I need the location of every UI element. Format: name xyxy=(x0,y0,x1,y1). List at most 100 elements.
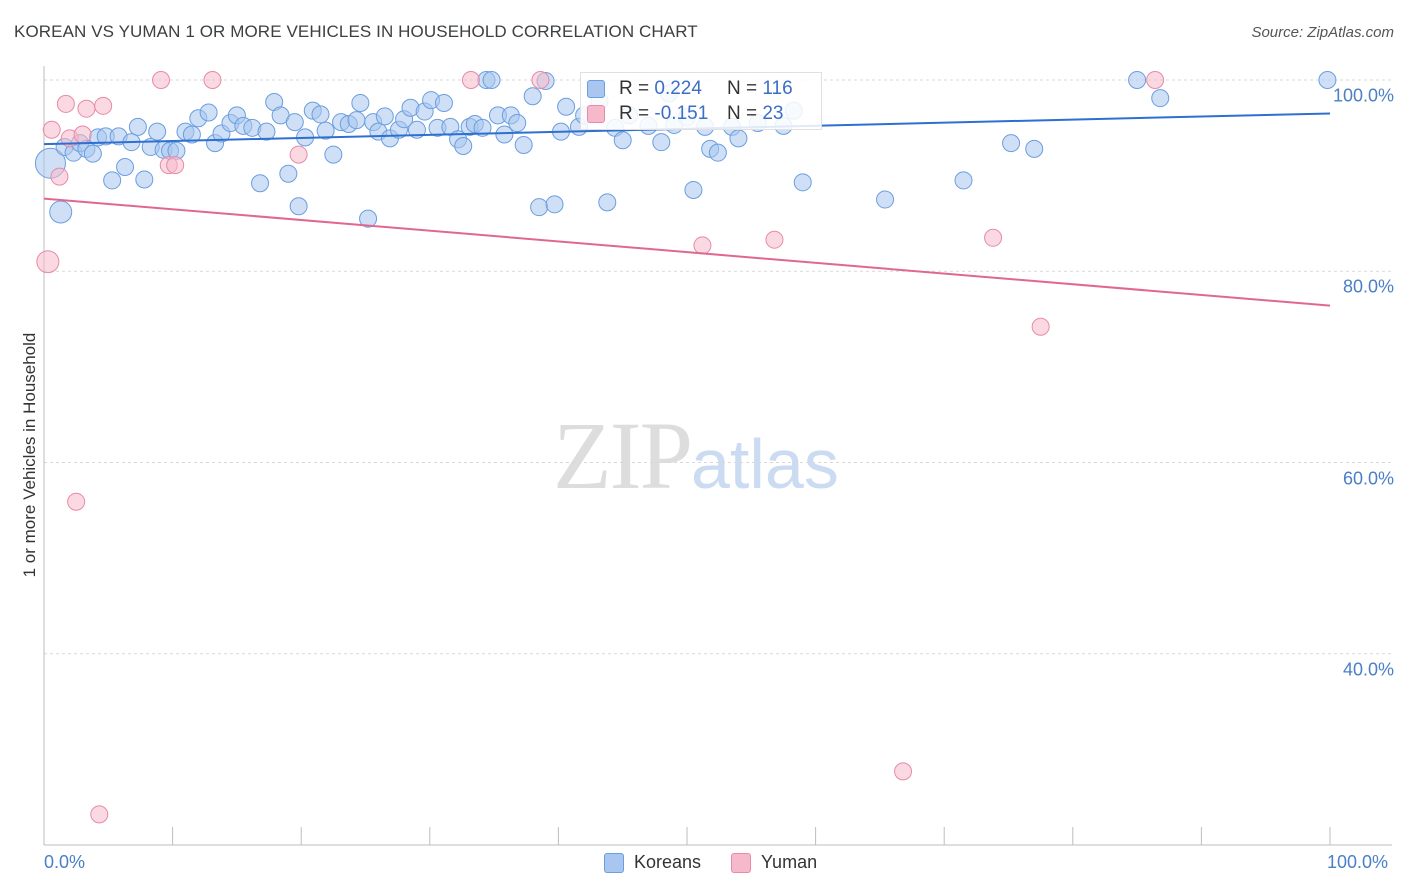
yuman-point xyxy=(289,145,308,164)
korean-point xyxy=(1128,71,1147,89)
y-tick-label: 100.0% xyxy=(1332,85,1394,106)
y-axis-label: 1 or more Vehicles in Household xyxy=(20,332,39,578)
yuman-point xyxy=(765,230,784,249)
y-tick-label: 40.0% xyxy=(1342,659,1394,680)
korean-point xyxy=(128,117,147,136)
korean-point xyxy=(954,171,973,190)
series-legend: Koreans Yuman xyxy=(604,852,847,873)
legend-item-yuman: Yuman xyxy=(731,852,817,873)
yuman-point xyxy=(56,94,75,113)
korean-point xyxy=(652,133,671,152)
watermark-zip: ZIP xyxy=(553,402,693,509)
yuman-point xyxy=(166,156,185,175)
korean-point xyxy=(514,136,533,155)
korean-point xyxy=(148,122,167,141)
legend-r-value: -0.151 xyxy=(654,103,709,124)
korean-point xyxy=(613,131,632,150)
korean-point xyxy=(375,107,394,126)
yuman-point xyxy=(90,805,109,824)
x-tick-label-max: 100.0% xyxy=(1327,852,1389,872)
legend-swatch-yuman xyxy=(587,105,605,123)
korean-point xyxy=(103,171,122,190)
x-tick-label-min: 0.0% xyxy=(44,852,86,872)
korean-point xyxy=(1151,89,1170,108)
yuman-point xyxy=(42,120,61,139)
chart-title: KOREAN VS YUMAN 1 OR MORE VEHICLES IN HO… xyxy=(14,22,698,41)
korean-point xyxy=(1002,134,1021,153)
korean-point xyxy=(708,143,727,162)
yuman-trend-line xyxy=(43,197,1331,307)
korean-point xyxy=(407,120,426,139)
yuman-point xyxy=(1146,71,1165,89)
legend-n-label: N = xyxy=(726,103,758,124)
korean-point xyxy=(495,125,514,144)
yuman-point xyxy=(1031,317,1050,336)
korean-point xyxy=(482,71,501,89)
korean-point xyxy=(473,118,492,137)
legend-r-label: R = xyxy=(619,78,650,99)
korean-point xyxy=(876,190,895,209)
legend-n-value: 116 xyxy=(762,78,793,99)
yuman-point xyxy=(67,492,86,511)
korean-point xyxy=(316,121,335,140)
yuman-point xyxy=(77,99,96,118)
yuman-point xyxy=(203,71,222,89)
korean-point xyxy=(508,114,527,133)
stats-legend: R = 0.224 N = 116 R = -0.151 N = 23 xyxy=(580,72,822,130)
legend-swatch-yuman xyxy=(731,852,752,873)
korean-point xyxy=(135,170,154,189)
korean-point xyxy=(279,164,298,183)
korean-point xyxy=(351,93,370,112)
legend-item-koreans: Koreans xyxy=(604,852,701,873)
korean-point xyxy=(729,129,748,148)
yuman-point xyxy=(36,250,60,274)
legend-n-value: 23 xyxy=(762,103,784,124)
axes xyxy=(43,66,1392,846)
legend-n-label: N = xyxy=(726,78,758,99)
korean-point xyxy=(1318,71,1337,89)
korean-point xyxy=(49,200,73,224)
korean-point xyxy=(684,180,703,199)
yuman-point xyxy=(73,125,92,144)
korean-point xyxy=(251,174,270,193)
korean-point xyxy=(182,125,201,144)
korean-point xyxy=(83,144,102,163)
yuman-point xyxy=(94,96,113,115)
korean-point xyxy=(523,87,542,106)
korean-point xyxy=(199,103,218,122)
yuman-point xyxy=(693,236,712,255)
korean-point xyxy=(530,198,549,217)
korean-point xyxy=(454,136,473,155)
legend-label-yuman: Yuman xyxy=(761,852,818,872)
trend-lines xyxy=(43,112,1331,307)
legend-row-koreans: R = 0.224 N = 116 xyxy=(587,77,793,101)
korean-point xyxy=(545,195,564,214)
yuman-point xyxy=(984,228,1003,247)
y-tick-label: 80.0% xyxy=(1342,276,1394,297)
korean-point xyxy=(793,173,812,192)
korean-point xyxy=(311,105,330,124)
source-label: Source: ZipAtlas.com xyxy=(1251,24,1394,41)
data-points xyxy=(34,71,1337,824)
korean-point xyxy=(1025,139,1044,158)
korean-point xyxy=(434,93,453,112)
korean-point xyxy=(285,113,304,132)
grid xyxy=(44,79,1392,655)
korean-point xyxy=(289,197,308,216)
yuman-point xyxy=(152,71,171,89)
korean-point xyxy=(116,158,135,177)
legend-label-koreans: Koreans xyxy=(634,852,702,872)
legend-row-yuman: R = -0.151 N = 23 xyxy=(587,102,783,126)
korean-point xyxy=(347,111,366,130)
korean-point xyxy=(257,122,276,141)
yuman-point xyxy=(531,71,550,89)
legend-r-label: R = xyxy=(619,103,650,124)
watermark: ZIPatlas xyxy=(553,400,839,511)
korean-point xyxy=(359,209,378,228)
korean-point xyxy=(557,97,576,116)
korean-point xyxy=(324,145,343,164)
legend-swatch-koreans xyxy=(604,852,624,873)
korean-point xyxy=(598,193,617,212)
legend-r-value: 0.224 xyxy=(654,78,702,99)
